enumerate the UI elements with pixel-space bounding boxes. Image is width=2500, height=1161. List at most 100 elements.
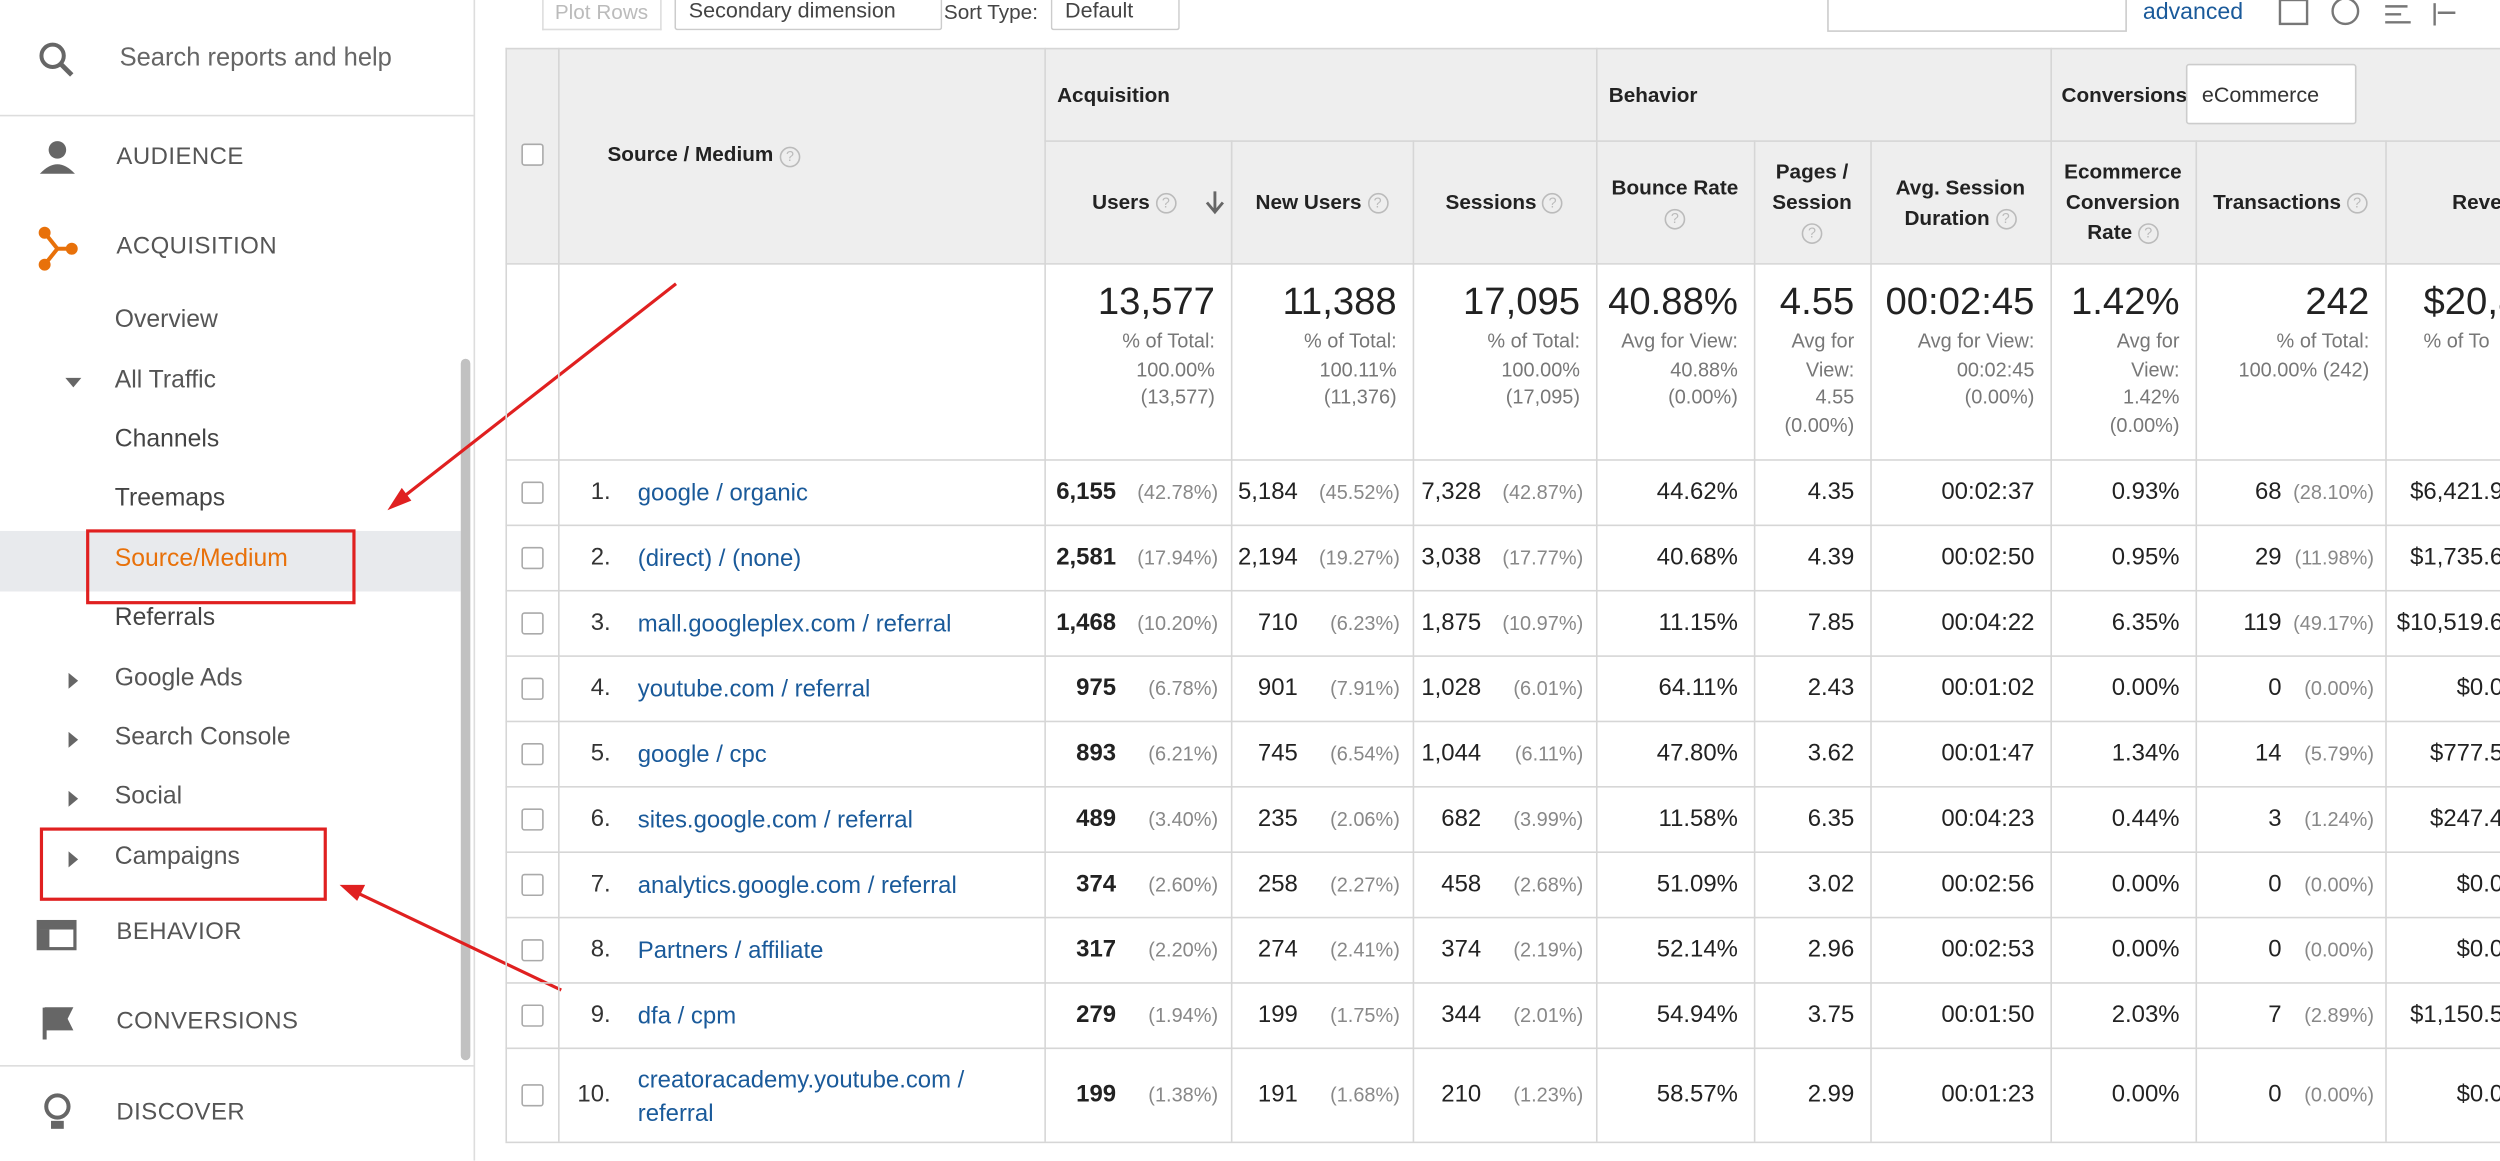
nav-item[interactable]: Referrals <box>114 604 216 632</box>
source-link[interactable]: dfa / cpm <box>637 1002 737 1030</box>
cell-value: 7 <box>2268 1000 2282 1028</box>
nav-item[interactable]: Treemaps <box>114 484 226 512</box>
cell-value: 199 <box>1257 1000 1298 1028</box>
column-header[interactable]: Pages / Session ? <box>1754 140 1870 263</box>
grid-line <box>505 982 2500 984</box>
grid-line <box>2195 140 2198 1142</box>
nav-item[interactable]: Source/Medium <box>114 545 288 573</box>
cell-value: 317 <box>1076 935 1117 963</box>
source-link[interactable]: google / cpc <box>637 740 767 768</box>
cell-value: $247.4 <box>2430 804 2500 832</box>
column-title: Bounce Rate ? <box>1596 171 1754 232</box>
nav-item[interactable]: AUDIENCE <box>116 143 244 171</box>
cell-value: 0.00% <box>2111 673 2180 701</box>
row-index: 3. <box>590 608 611 636</box>
column-header[interactable]: Transactions ? <box>2195 140 2385 263</box>
advanced-link[interactable]: advanced <box>2142 0 2244 26</box>
conversion-dropdown[interactable]: eCommerce <box>2185 63 2357 125</box>
cell-value: $6,421.9 <box>2410 477 2500 505</box>
column-header[interactable]: New Users ? <box>1231 140 1413 263</box>
cell-value: 3.62 <box>1807 738 1855 767</box>
select-all-checkbox[interactable] <box>521 143 544 166</box>
grid-line <box>505 1047 2500 1050</box>
row-index: 7. <box>590 869 611 897</box>
row-checkbox[interactable] <box>521 938 544 961</box>
nav-item[interactable]: ACQUISITION <box>116 232 278 260</box>
cell-value: 00:01:02 <box>1941 673 2035 701</box>
sort-type-dropdown[interactable]: Default <box>1050 0 1180 31</box>
nav-item[interactable]: Campaigns <box>114 843 240 871</box>
cell-percent: (6.78%) <box>1148 676 1219 700</box>
grid-line <box>505 47 508 1142</box>
search-box[interactable] <box>1827 0 2127 32</box>
nav-item[interactable]: Social <box>114 782 183 810</box>
grid-line <box>505 459 2500 461</box>
row-checkbox[interactable] <box>521 546 544 569</box>
divider <box>0 1065 474 1067</box>
cell-value: 64.11% <box>1658 673 1738 701</box>
cell-value: 374 <box>1441 935 1482 963</box>
row-checkbox[interactable] <box>521 742 544 765</box>
plot-rows-button[interactable]: Plot Rows <box>542 0 661 31</box>
cell-value: 1,028 <box>1421 673 1482 701</box>
cell-value: 2.96 <box>1807 935 1855 963</box>
sort-type-label[interactable]: Sort Type: <box>943 0 1038 24</box>
row-checkbox[interactable] <box>521 676 544 700</box>
cell-value: 1,468 <box>1056 608 1117 636</box>
nav-item[interactable]: Google Ads <box>114 664 243 692</box>
source-link[interactable]: creatoracademy.youtube.com / referral <box>637 1065 965 1127</box>
column-header[interactable]: Sessions ? <box>1413 140 1596 263</box>
cell-value: $1,735.6 <box>2410 542 2500 570</box>
cell-percent: (49.17%) <box>2293 611 2375 634</box>
column-title: Pages / Session ? <box>1754 156 1870 247</box>
cell-value: 68 <box>2254 477 2282 505</box>
column-header[interactable]: Bounce Rate ? <box>1596 140 1754 263</box>
cell-value: 11.15% <box>1658 608 1738 636</box>
nav-item[interactable]: CONVERSIONS <box>116 1007 299 1035</box>
cell-percent: (10.20%) <box>1137 611 1219 634</box>
source-link[interactable]: (direct) / (none) <box>637 544 802 572</box>
source-link[interactable]: youtube.com / referral <box>637 675 871 703</box>
row-checkbox[interactable] <box>521 480 544 504</box>
column-header[interactable]: Ecommerce Conversion Rate ? <box>2050 140 2195 263</box>
row-index: 6. <box>590 804 611 832</box>
scrollbar[interactable] <box>460 358 471 1061</box>
row-checkbox[interactable] <box>521 611 544 634</box>
cell-percent: (42.87%) <box>1502 480 1584 504</box>
cell-percent: (2.20%) <box>1148 938 1219 961</box>
row-index: 1. <box>590 477 611 505</box>
row-checkbox[interactable] <box>521 872 544 896</box>
total-note: Avg for View: 00:02:45 (0.00%) <box>1917 330 2035 409</box>
column-header[interactable]: Users ? <box>1044 140 1231 263</box>
column-title: Avg. Session Duration ? <box>1895 174 2025 229</box>
dimension-header: Source / Medium <box>607 141 774 166</box>
search-input[interactable]: Search reports and help <box>119 44 392 72</box>
cell-value: 258 <box>1257 869 1298 897</box>
cell-percent: (2.60%) <box>1148 872 1219 896</box>
grid-line <box>558 47 560 1142</box>
nav-item[interactable]: Overview <box>114 306 218 334</box>
source-link[interactable]: mall.googleplex.com / referral <box>637 609 952 637</box>
source-link[interactable]: sites.google.com / referral <box>637 805 913 834</box>
column-header[interactable]: Avg. Session Duration ? <box>1870 140 2050 263</box>
row-checkbox[interactable] <box>521 807 544 830</box>
nav-item[interactable]: Channels <box>114 425 220 453</box>
nav-item[interactable]: BEHAVIOR <box>116 918 243 946</box>
grid-line <box>2050 47 2052 1142</box>
row-checkbox[interactable] <box>521 1003 544 1026</box>
nav-item[interactable]: All Traffic <box>114 366 216 394</box>
row-checkbox[interactable] <box>521 1083 544 1106</box>
grid-line <box>1870 140 1872 1142</box>
source-link[interactable]: analytics.google.com / referral <box>637 871 957 899</box>
source-link[interactable]: google / organic <box>637 479 808 507</box>
nav-item[interactable]: Search Console <box>114 723 291 751</box>
secondary-dimension-dropdown[interactable]: Secondary dimension <box>674 0 943 31</box>
column-header[interactable]: Revenue <box>2385 140 2500 263</box>
grid-line <box>505 524 2500 527</box>
cell-percent: (10.97%) <box>1502 611 1584 634</box>
nav-item[interactable]: DISCOVER <box>116 1098 246 1126</box>
column-title: Ecommerce Conversion Rate ? <box>2064 159 2182 245</box>
total-value: 4.55 <box>1779 280 1855 324</box>
source-link[interactable]: Partners / affiliate <box>637 936 824 964</box>
